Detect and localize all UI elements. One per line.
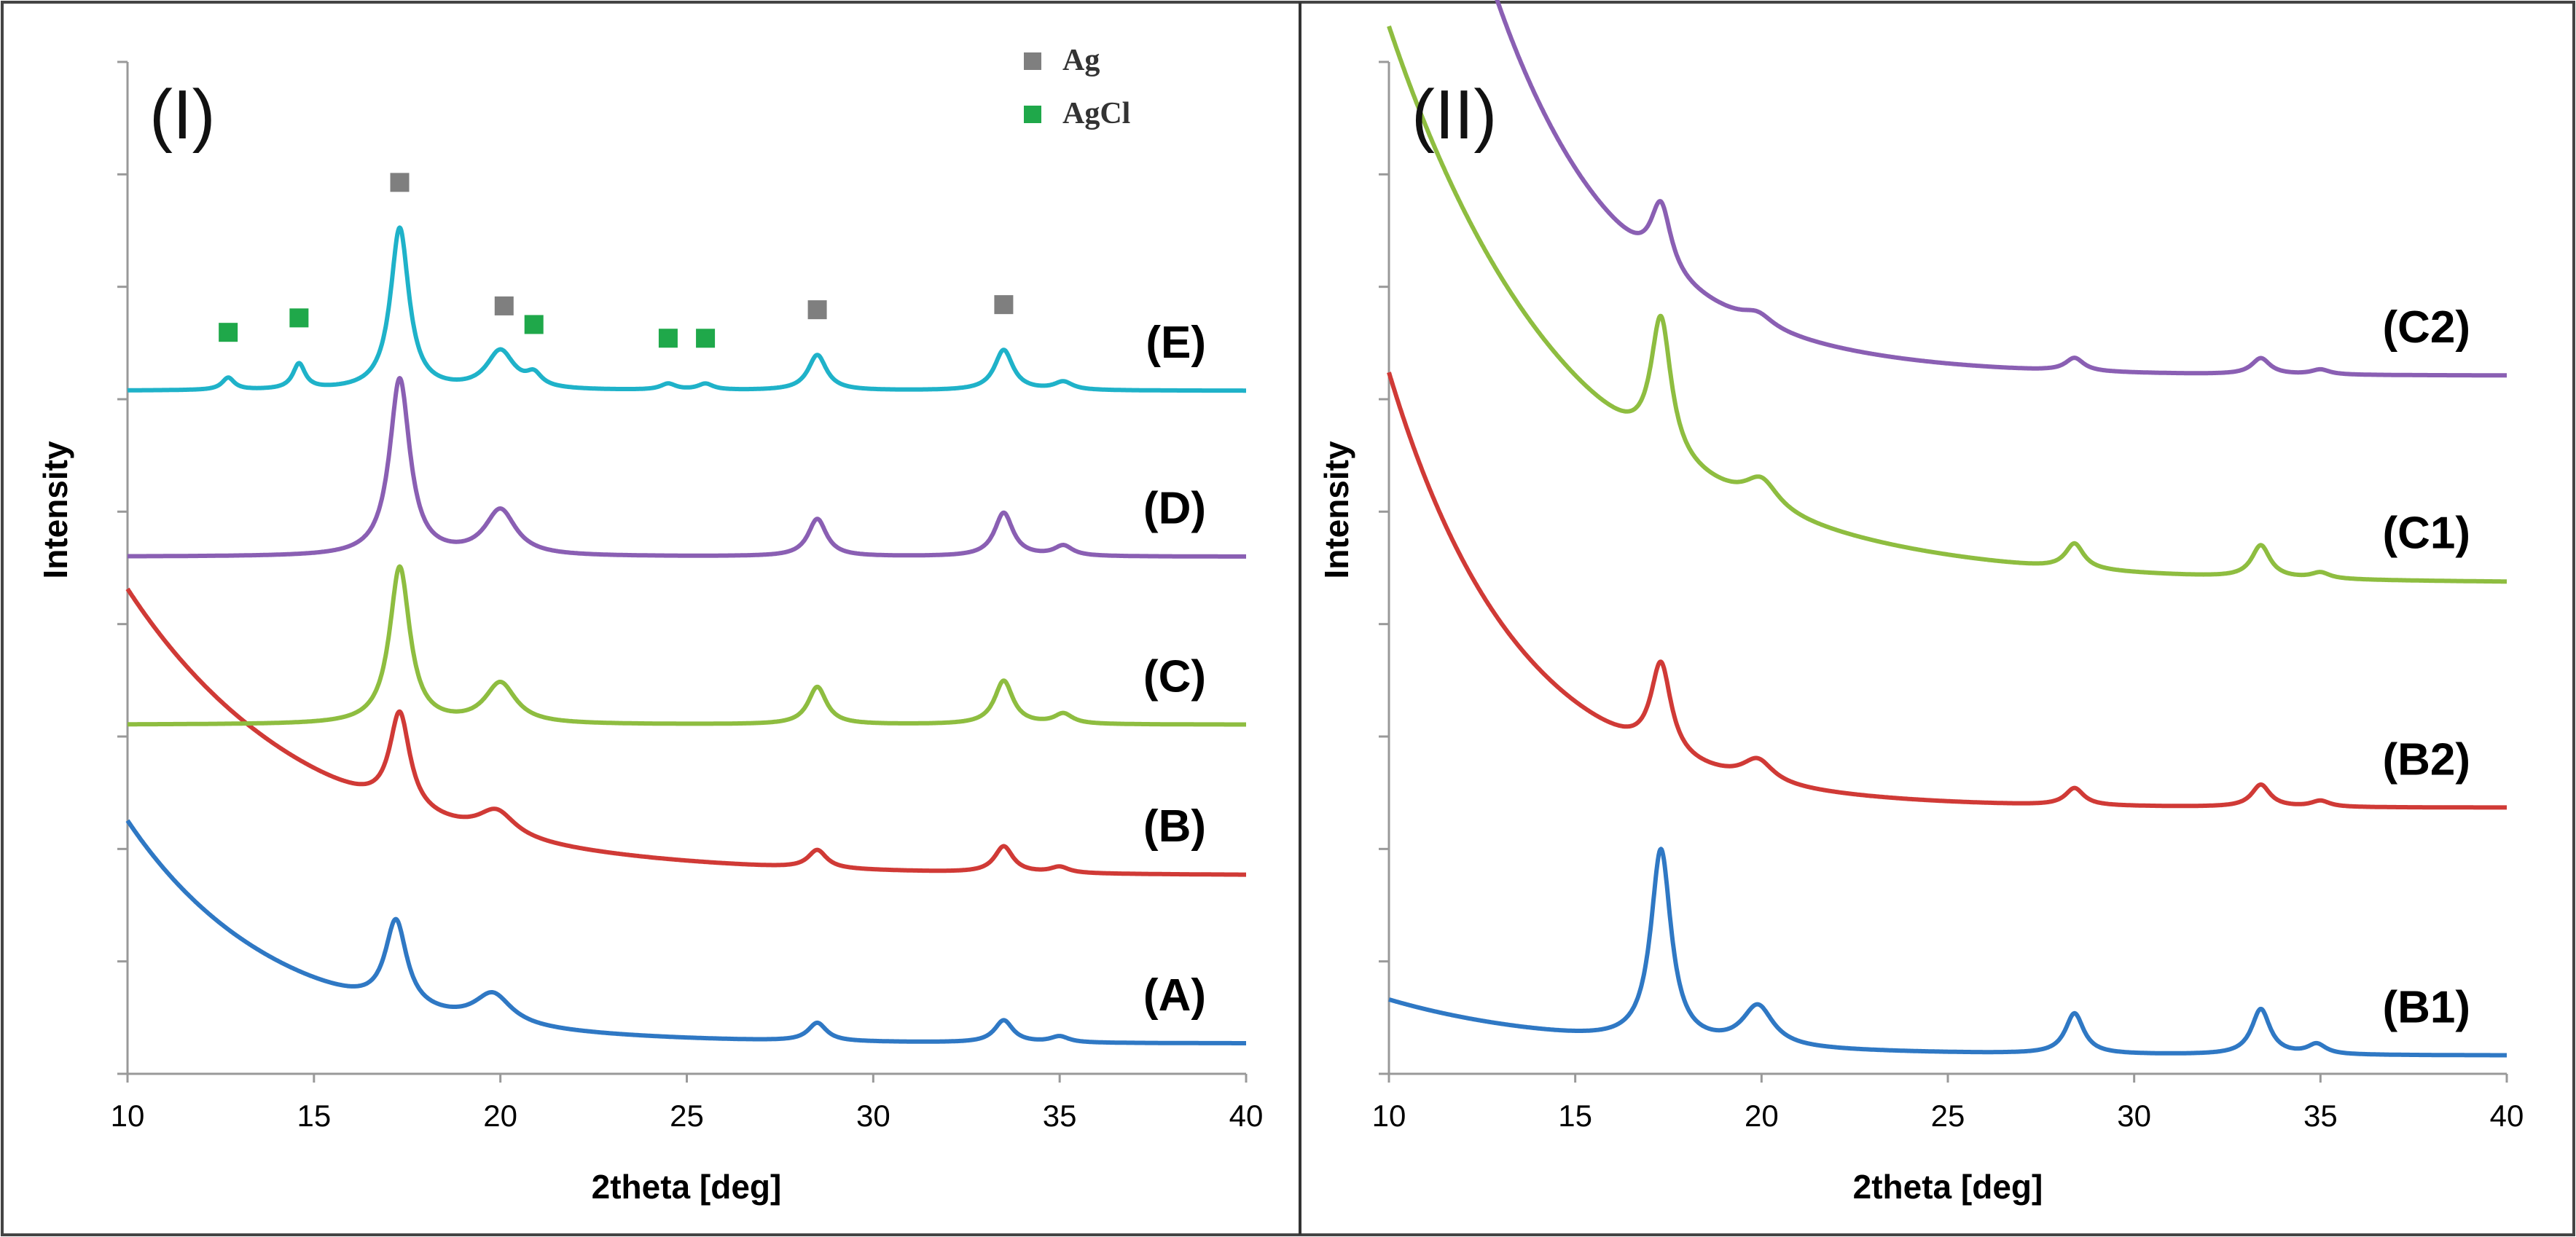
series-line xyxy=(1387,372,2508,810)
panel-ii-x-ticks: 10 15 20 25 30 35 40 xyxy=(1372,1074,2524,1133)
legend-ag-label: Ag xyxy=(1062,44,1100,77)
panel-ii-curves xyxy=(1387,0,2508,1058)
x-tick-label: 30 xyxy=(856,1099,890,1133)
legend-ag-swatch xyxy=(1024,52,1041,70)
panel-i-y-ticks xyxy=(117,60,128,1075)
panel-ii-x-axis-title: 2theta [deg] xyxy=(1853,1168,2043,1206)
peak-marker-ag xyxy=(494,296,514,315)
panel-i-label: (I) xyxy=(149,76,216,154)
peak-marker-ag xyxy=(994,295,1014,315)
series-label: (A) xyxy=(1143,970,1206,1021)
panel-i-legend: Ag AgCl xyxy=(1024,44,1130,130)
series-label: (B1) xyxy=(2382,982,2470,1032)
x-tick-label: 10 xyxy=(1372,1099,1406,1133)
legend-agcl-label: AgCl xyxy=(1062,97,1130,130)
panel-ii-y-axis-title: Intensity xyxy=(1318,441,1355,579)
x-tick-label: 20 xyxy=(1745,1099,1779,1133)
series-line xyxy=(125,587,1248,877)
series-line xyxy=(126,564,1248,727)
series-line xyxy=(125,819,1248,1045)
series-label: (D) xyxy=(1143,484,1206,534)
series-label: (B) xyxy=(1143,801,1206,852)
x-tick-label: 20 xyxy=(483,1099,517,1133)
panel-i-x-ticks: 10 15 20 25 30 35 40 xyxy=(111,1074,1264,1133)
series-label: (B2) xyxy=(2382,734,2470,785)
x-tick-label: 35 xyxy=(2303,1099,2338,1133)
series-label: (C) xyxy=(1143,651,1206,702)
panel-i: 10 15 20 25 30 35 40 (A) (B) (C) (D) (E) (I) 2thet… xyxy=(36,44,1263,1206)
series-line xyxy=(1387,847,2508,1058)
series-line xyxy=(126,376,1248,559)
peak-marker-agcl xyxy=(524,315,544,334)
series-line xyxy=(1387,25,2508,584)
legend-agcl-swatch xyxy=(1024,106,1041,123)
x-tick-label: 35 xyxy=(1043,1099,1077,1133)
series-line xyxy=(126,225,1248,393)
panel-i-series-labels: (A) (B) (C) (D) (E) xyxy=(1143,318,1206,1021)
peak-marker-ag xyxy=(807,300,827,320)
series-line xyxy=(1495,0,2508,378)
panel-i-curves xyxy=(125,225,1248,1045)
x-tick-label: 25 xyxy=(670,1099,704,1133)
peak-marker-agcl xyxy=(219,323,238,342)
panel-ii-y-ticks xyxy=(1379,60,1389,1075)
x-tick-label: 15 xyxy=(297,1099,331,1133)
peak-marker-agcl xyxy=(696,329,716,348)
series-label: (C1) xyxy=(2382,508,2470,558)
series-label: (E) xyxy=(1146,318,1206,368)
peak-marker-agcl xyxy=(658,329,678,348)
panel-ii: 10 15 20 25 30 35 40 (B1) (B2) (C1) (C2) (II) 2th… xyxy=(1318,0,2524,1206)
x-tick-label: 25 xyxy=(1931,1099,1965,1133)
panel-ii-label: (II) xyxy=(1412,76,1497,154)
panel-i-x-axis-title: 2theta [deg] xyxy=(592,1168,782,1206)
x-tick-label: 30 xyxy=(2117,1099,2151,1133)
panel-i-peak-markers xyxy=(219,173,1014,348)
panel-i-y-axis-title: Intensity xyxy=(36,441,74,579)
peak-marker-agcl xyxy=(289,308,309,328)
x-tick-label: 40 xyxy=(2490,1099,2524,1133)
panel-ii-series-labels: (B1) (B2) (C1) (C2) xyxy=(2382,302,2470,1032)
peak-marker-ag xyxy=(390,173,410,192)
x-tick-label: 10 xyxy=(111,1099,145,1133)
x-tick-label: 15 xyxy=(1558,1099,1592,1133)
x-tick-label: 40 xyxy=(1229,1099,1264,1133)
series-label: (C2) xyxy=(2382,302,2470,353)
